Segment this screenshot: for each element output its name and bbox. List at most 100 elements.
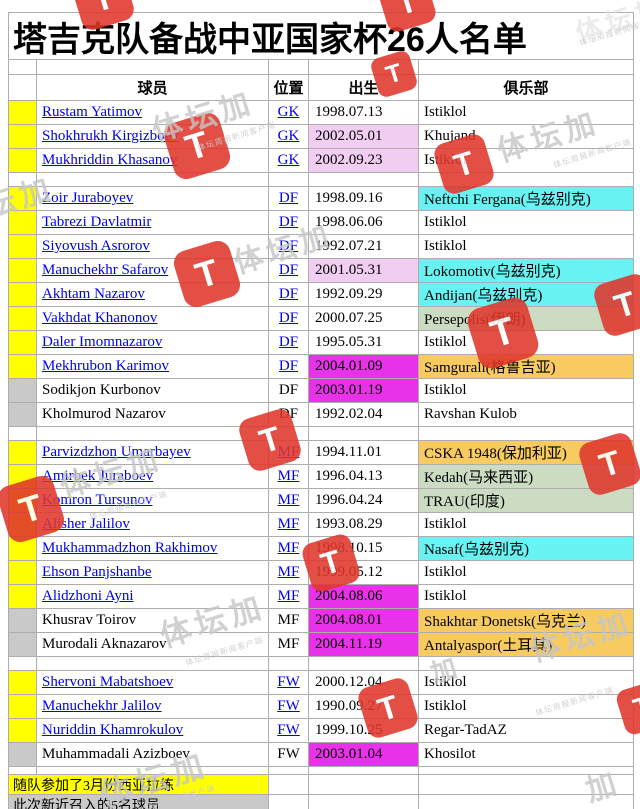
player-name-cell: Mekhrubon Karimov: [37, 355, 269, 379]
position-cell: MF: [269, 513, 309, 537]
player-name-cell: Rustam Yatimov: [37, 101, 269, 125]
position-link[interactable]: DF: [278, 334, 299, 350]
player-name-cell: Murodali Aknazarov: [37, 633, 269, 657]
player-name: Kholmurod Nazarov: [42, 406, 166, 422]
player-link[interactable]: Shokhrukh Kirgizboev: [42, 128, 179, 144]
player-link[interactable]: Rustam Yatimov: [42, 104, 143, 120]
position-link[interactable]: DF: [278, 214, 299, 230]
position-link[interactable]: FW: [277, 722, 300, 738]
position-link[interactable]: MF: [277, 564, 300, 580]
position-link[interactable]: DF: [278, 286, 299, 302]
position-link[interactable]: FW: [277, 698, 300, 714]
player-link[interactable]: Komron Tursunov: [42, 492, 153, 508]
position-cell: DF: [269, 331, 309, 355]
player-link[interactable]: Manuchekhr Jalilov: [42, 698, 162, 714]
position-link[interactable]: MF: [277, 516, 300, 532]
marker-cell: [9, 187, 37, 211]
position-link[interactable]: MF: [277, 492, 300, 508]
squad-table: 塔吉克队备战中亚国家杯26人名单 球员 位置 出生 俱乐部 Rustam Yatimov…: [8, 12, 634, 809]
position-link[interactable]: DF: [278, 190, 299, 206]
position-link[interactable]: DF: [278, 262, 299, 278]
player-link[interactable]: Mukhammadzhon Rakhimov: [42, 540, 218, 556]
club-cell: Istiklol: [419, 211, 633, 235]
player-name-cell: Mukhammadzhon Rakhimov: [37, 537, 269, 561]
position-cell: MF: [269, 633, 309, 657]
marker-cell: [9, 489, 37, 513]
player-link[interactable]: Shervoni Mabatshoev: [42, 674, 174, 690]
player-link[interactable]: Daler Imomnazarov: [42, 334, 163, 350]
club-cell: Lokomotiv(乌兹别克): [419, 259, 633, 283]
position-link[interactable]: GK: [277, 104, 300, 120]
player-row: Murodali Aknazarov MF 2004.11.19 Antalyaspo…: [9, 633, 633, 657]
club-cell: Istiklol: [419, 149, 633, 173]
marker-cell: [9, 283, 37, 307]
birth-date-cell: 2004.08.01: [309, 609, 419, 633]
player-row: Tabrezi Davlatmir DF 1998.06.06 Istiklol: [9, 211, 633, 235]
position-link[interactable]: MF: [277, 540, 300, 556]
empty-cell: [309, 775, 419, 795]
position-cell: MF: [269, 489, 309, 513]
club-cell: Regar-TadAZ: [419, 719, 633, 743]
position-link[interactable]: DF: [278, 358, 299, 374]
position-link[interactable]: MF: [277, 468, 300, 484]
player-name: Muhammadali Azizboev: [42, 746, 190, 762]
marker-cell: [9, 441, 37, 465]
player-link[interactable]: Tabrezi Davlatmir: [42, 214, 152, 230]
position-link[interactable]: GK: [277, 128, 300, 144]
marker-cell: [9, 513, 37, 537]
legend-row: 随队参加了3月份西亚拉练: [9, 775, 633, 795]
player-link[interactable]: Manuchekhr Safarov: [42, 262, 169, 278]
player-link[interactable]: Vakhdat Khanonov: [42, 310, 158, 326]
player-row: Komron Tursunov MF 1996.04.24 TRAU(印度): [9, 489, 633, 513]
position-link[interactable]: FW: [277, 674, 300, 690]
birth-date-cell: 1999.05.12: [309, 561, 419, 585]
position-link[interactable]: DF: [278, 238, 299, 254]
birth-date-cell: 1998.06.06: [309, 211, 419, 235]
birth-date-cell: 1998.07.13: [309, 101, 419, 125]
position-link[interactable]: GK: [277, 152, 300, 168]
empty-cell: [9, 427, 37, 441]
col-header-3: 俱乐部: [419, 75, 633, 101]
player-row: Manuchekhr Safarov DF 2001.05.31 Lokomotiv(…: [9, 259, 633, 283]
empty-cell: [419, 775, 633, 795]
birth-date-cell: 1994.11.01: [309, 441, 419, 465]
player-link[interactable]: Akhtam Nazarov: [42, 286, 145, 302]
player-link[interactable]: Amirbek Juraboev: [42, 468, 154, 484]
player-link[interactable]: Mekhrubon Karimov: [42, 358, 170, 374]
empty-cell: [419, 767, 633, 775]
birth-date-cell: 1992.07.21: [309, 235, 419, 259]
player-row: Khusrav Toirov MF 2004.08.01 Shakhtar Donet…: [9, 609, 633, 633]
player-link[interactable]: Alisher Jalilov: [42, 516, 130, 532]
title-row: 塔吉克队备战中亚国家杯26人名单: [9, 13, 633, 60]
player-link[interactable]: Nuriddin Khamrokulov: [42, 722, 184, 738]
section-spacer-row: [9, 427, 633, 441]
player-link[interactable]: Alidzhoni Ayni: [42, 588, 134, 604]
empty-cell: [309, 427, 419, 441]
empty-cell: [9, 767, 37, 775]
position-text: FW: [277, 746, 300, 762]
player-row: Shokhrukh Kirgizboev GK 2002.05.01 Khujand: [9, 125, 633, 149]
club-cell: Neftchi Fergana(乌兹别克): [419, 187, 633, 211]
club-cell: Istiklol: [419, 561, 633, 585]
player-link[interactable]: Parvizdzhon Umarbayev: [42, 444, 191, 460]
position-link[interactable]: MF: [277, 444, 300, 460]
player-link[interactable]: Mukhriddin Khasanov: [42, 152, 178, 168]
col-header-0: 球员: [37, 75, 269, 101]
player-name-cell: Nuriddin Khamrokulov: [37, 719, 269, 743]
position-link[interactable]: DF: [278, 310, 299, 326]
position-cell: MF: [269, 465, 309, 489]
player-row: Kholmurod Nazarov DF 1992.02.04 Ravshan Kul…: [9, 403, 633, 427]
player-link[interactable]: Ehson Panjshanbe: [42, 564, 152, 580]
club-cell: Istiklol: [419, 513, 633, 537]
position-link[interactable]: MF: [277, 588, 300, 604]
position-cell: DF: [269, 235, 309, 259]
position-cell: MF: [269, 561, 309, 585]
position-cell: MF: [269, 585, 309, 609]
player-link[interactable]: Zoir Juraboyev: [42, 190, 134, 206]
birth-date-cell: 2000.12.04: [309, 671, 419, 695]
player-link[interactable]: Siyovush Asrorov: [42, 238, 150, 254]
legend-label: 此次新近召入的5名球员: [9, 795, 269, 809]
section-spacer-row: [9, 173, 633, 187]
player-row: Alidzhoni Ayni MF 2004.08.06 Istiklol: [9, 585, 633, 609]
player-name-cell: Siyovush Asrorov: [37, 235, 269, 259]
